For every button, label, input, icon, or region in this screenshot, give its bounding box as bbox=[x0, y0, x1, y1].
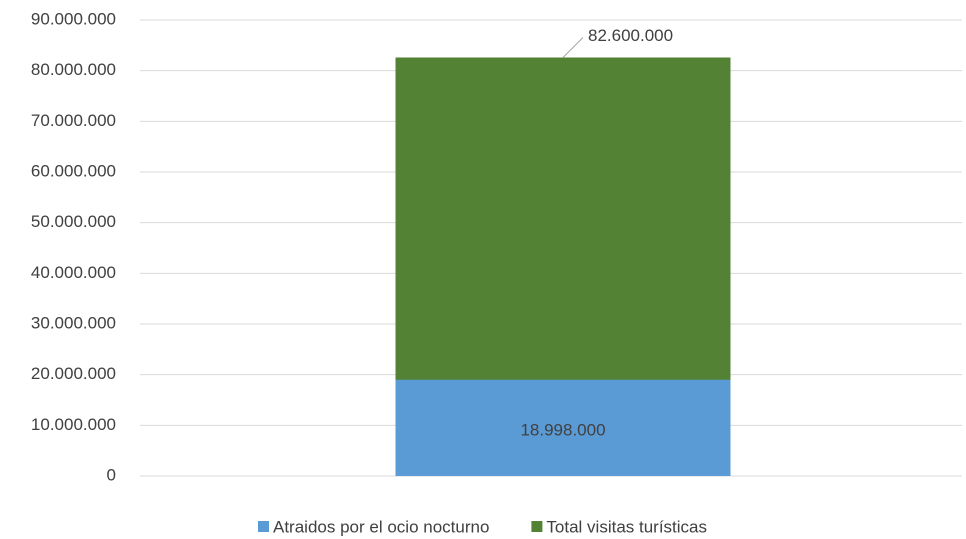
leader-line bbox=[562, 37, 584, 58]
legend-swatch bbox=[531, 521, 543, 532]
legend-swatch bbox=[258, 521, 269, 532]
y-tick-label: 10.000.000 bbox=[31, 415, 116, 434]
y-tick-label: 40.000.000 bbox=[31, 263, 116, 282]
data-label: 82.600.000 bbox=[588, 26, 673, 45]
y-tick-label: 20.000.000 bbox=[31, 364, 116, 383]
y-tick-label: 80.000.000 bbox=[31, 60, 116, 79]
bar bbox=[395, 379, 731, 476]
y-tick-label: 60.000.000 bbox=[31, 161, 116, 180]
y-tick-label: 70.000.000 bbox=[31, 111, 116, 130]
y-tick-label: 0 bbox=[107, 465, 116, 484]
y-tick-label: 50.000.000 bbox=[31, 212, 116, 231]
y-tick-label: 90.000.000 bbox=[31, 9, 116, 28]
legend-label: Total visitas turísticas bbox=[546, 517, 707, 536]
legend-label: Atraidos por el ocio nocturno bbox=[273, 517, 489, 536]
data-label: 18.998.000 bbox=[520, 420, 605, 439]
y-tick-label: 30.000.000 bbox=[31, 313, 116, 332]
